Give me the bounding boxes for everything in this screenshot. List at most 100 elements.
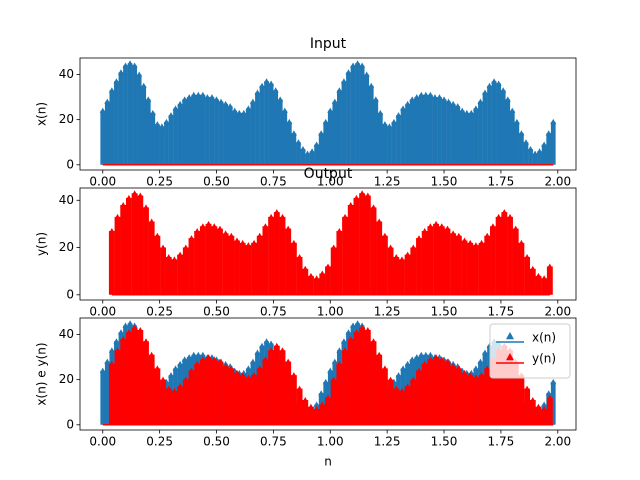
stem-marker [113,338,120,344]
x-tick-label: 1.50 [431,435,458,449]
stem-marker [381,365,388,371]
stem-marker [461,369,468,376]
stem-marker [427,356,434,362]
stem-marker [477,98,484,104]
stem-marker [140,82,147,89]
stem-marker [536,148,543,154]
stem-marker [99,107,106,114]
x-tick-label: 0.25 [146,435,173,449]
y-tick-label: 40 [59,327,74,341]
stem-marker [211,356,218,362]
stem-marker [359,62,366,68]
stem-marker [513,118,520,125]
stem-marker [413,94,420,100]
stem-marker [522,139,529,145]
x-tick-label: 0.50 [203,305,230,319]
stem-marker [290,372,297,378]
series [108,190,553,296]
stem-marker [245,365,252,371]
stem-marker [216,225,223,232]
stem-marker [125,329,132,335]
stem-marker [444,225,451,232]
stem-marker [546,263,553,269]
stem-marker [331,358,338,364]
stem-marker [171,387,178,394]
stem-marker [227,103,234,109]
stem-marker [376,218,383,224]
x-tick-label: 0.25 [146,305,173,319]
stem-marker [302,265,309,272]
stem-marker [472,105,479,111]
stem-marker [472,374,479,380]
stem-marker [495,213,502,220]
stem-marker [350,322,357,328]
axes: 0 20 40 0.00 0.25 0.50 0.75 1.00 1.25 1.50 1.75 2.0… [59,317,577,449]
stem-marker [550,118,557,125]
stem-marker [114,213,121,220]
stem-marker [259,342,266,349]
stem-marker [370,338,377,344]
stem-marker [148,218,155,224]
stem-marker [478,239,485,246]
y-axis-label: y(n) [35,232,49,256]
stem-marker [186,94,193,100]
x-tick-label: 1.00 [317,435,344,449]
stem-marker [345,69,352,75]
stem-marker [154,365,161,371]
x-tick-label: 0.00 [89,305,116,319]
stem-marker [518,130,525,136]
stem-marker [436,94,443,100]
x-tick-label: 0.75 [260,305,287,319]
x-tick-label: 1.75 [488,175,515,189]
stem-marker [171,256,178,262]
stem-marker [268,213,275,220]
stem-marker [381,121,388,127]
stem-marker [117,329,124,335]
y-tick-label: 40 [59,193,74,207]
stem-marker [117,69,124,75]
stem-marker [233,237,240,243]
stem-marker [165,253,172,260]
stem-marker [347,202,354,208]
stem-marker [541,275,548,281]
stem-marker [504,96,511,102]
stem-marker [145,96,152,102]
stem-marker [204,94,211,100]
stem-marker [495,80,502,86]
stem-marker [327,107,334,114]
stem-marker [438,223,445,229]
x-tick-label: 0.50 [203,175,230,189]
x-tick-label: 1.25 [374,435,401,449]
y-tick-label: 20 [59,112,74,126]
stem-marker [445,98,452,104]
stem-marker [484,365,491,371]
stem-marker [99,367,106,374]
stem-marker [296,253,303,260]
stem-marker [231,107,238,114]
stem-marker [104,358,111,364]
stem-marker [421,228,428,234]
x-tick-label: 0.50 [203,435,230,449]
stem-marker [550,378,557,385]
stem-marker [364,326,371,333]
y-tick-label: 0 [66,417,74,431]
stem-marker [290,239,297,246]
stem-marker [500,87,507,93]
series [99,60,557,166]
stem-marker [195,351,202,358]
stem-marker [325,263,331,269]
stem-marker [363,71,370,77]
legend: x(n) y(n) [489,323,571,379]
stem-marker [216,358,223,364]
stem-marker [222,363,229,369]
legend-box [489,323,571,379]
stem-marker [433,354,440,360]
y-tick-label: 0 [66,287,74,301]
stem-marker [336,87,343,93]
stem-marker [404,251,411,258]
stem-marker [463,109,470,116]
y-tick-label: 20 [59,240,74,254]
x-tick-label: 0.00 [89,175,116,189]
